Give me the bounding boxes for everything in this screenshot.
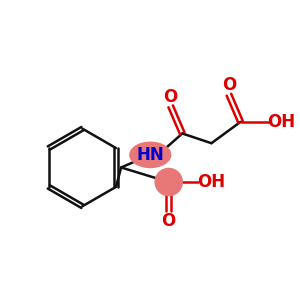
Ellipse shape bbox=[155, 168, 182, 196]
Text: HN: HN bbox=[136, 146, 164, 164]
Text: O: O bbox=[222, 76, 236, 94]
Text: O: O bbox=[162, 212, 176, 230]
Text: OH: OH bbox=[267, 113, 296, 131]
Text: OH: OH bbox=[197, 173, 226, 191]
Text: O: O bbox=[164, 88, 178, 106]
Ellipse shape bbox=[130, 142, 171, 167]
